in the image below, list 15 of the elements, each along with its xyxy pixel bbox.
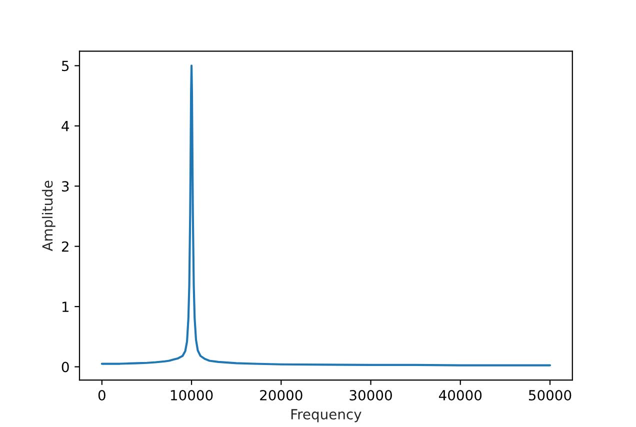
y-tick-label: 0 [62, 362, 69, 372]
y-tick-label: 5 [62, 60, 69, 72]
x-tick-label: 50000 [528, 390, 572, 401]
x-tick-label: 20000 [260, 390, 302, 401]
x-tick-label: 30000 [350, 390, 392, 401]
x-axis-title: Frequency [291, 409, 362, 422]
y-tick-label: 3 [62, 181, 69, 192]
x-tick-label: 40000 [438, 390, 482, 401]
x-tick-label: 10000 [170, 390, 213, 401]
y-tick-label: 4 [62, 121, 69, 132]
line-series [100, 64, 552, 366]
y-tick-label: 2 [62, 241, 68, 252]
x-tick-label: 0 [98, 390, 106, 401]
y-axis-title: Amplitude [42, 180, 56, 252]
y-tick-label: 1 [62, 302, 68, 312]
